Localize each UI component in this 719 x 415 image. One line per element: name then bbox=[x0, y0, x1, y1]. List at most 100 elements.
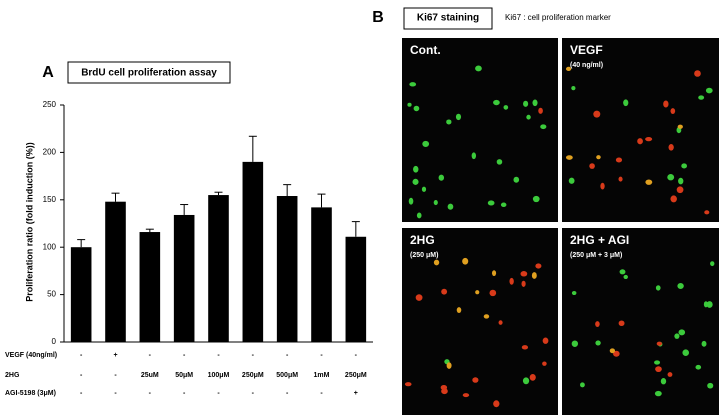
cell bbox=[670, 195, 677, 203]
cell bbox=[416, 212, 422, 219]
cell bbox=[542, 361, 547, 366]
cell bbox=[408, 197, 414, 205]
y-tick-label: 150 bbox=[43, 195, 57, 204]
cell bbox=[637, 138, 643, 145]
micrograph bbox=[562, 38, 719, 222]
treatment-cell: 100μM bbox=[208, 372, 230, 379]
cell bbox=[503, 105, 509, 110]
cell bbox=[595, 340, 601, 346]
cell bbox=[655, 285, 661, 291]
cell bbox=[678, 329, 686, 336]
cell bbox=[678, 177, 684, 185]
cell bbox=[471, 152, 477, 160]
error-bar bbox=[248, 135, 257, 162]
cell bbox=[509, 277, 514, 285]
cell bbox=[623, 274, 628, 280]
bar bbox=[345, 236, 367, 342]
cell bbox=[531, 272, 537, 279]
panel-title: VEGF bbox=[570, 43, 603, 57]
cell bbox=[593, 110, 601, 118]
bar bbox=[276, 196, 298, 342]
cell bbox=[596, 155, 601, 160]
cell bbox=[407, 102, 412, 107]
treatment-cell: 250μM bbox=[345, 372, 367, 379]
cell bbox=[529, 374, 536, 381]
y-tick-label: 250 bbox=[43, 100, 57, 109]
treatment-label: VEGF (40ng/ml) bbox=[5, 352, 57, 359]
cell bbox=[595, 321, 600, 327]
panel-subtitle: (250 μM) bbox=[410, 252, 438, 259]
cell bbox=[433, 199, 438, 206]
cell bbox=[704, 210, 710, 215]
cell bbox=[532, 195, 540, 203]
cell bbox=[493, 99, 500, 106]
treatment-cell: 1mM bbox=[314, 372, 330, 379]
cell bbox=[483, 314, 490, 319]
treatment-cell: - bbox=[320, 390, 323, 397]
cell bbox=[618, 320, 625, 327]
error-bar bbox=[214, 191, 223, 196]
panel-subtitle: (40 ng/ml) bbox=[570, 62, 603, 69]
cell bbox=[677, 282, 684, 290]
cell bbox=[475, 65, 482, 72]
bar bbox=[173, 214, 195, 342]
treatment-cell: - bbox=[217, 352, 220, 359]
y-tick-label: 200 bbox=[43, 148, 57, 157]
cell bbox=[705, 87, 713, 94]
treatment-cell: - bbox=[80, 352, 83, 359]
cell bbox=[404, 382, 412, 387]
error-bar bbox=[317, 193, 326, 208]
cell bbox=[674, 333, 680, 339]
cell bbox=[532, 99, 538, 107]
treatment-cell: - bbox=[355, 352, 358, 359]
treatment-cell: - bbox=[80, 372, 83, 379]
cell bbox=[663, 100, 669, 108]
note: Ki67 : cell proliferation marker bbox=[505, 13, 611, 22]
treatment-cell: - bbox=[183, 390, 186, 397]
cell bbox=[695, 364, 702, 370]
y-axis-label: Proliferation ratio (fold induction (%)) bbox=[24, 142, 34, 302]
cell bbox=[609, 348, 616, 354]
cell bbox=[645, 137, 653, 142]
bar bbox=[242, 161, 264, 342]
cell bbox=[446, 119, 452, 125]
y-tick-label: 0 bbox=[52, 337, 57, 346]
cell bbox=[433, 259, 440, 266]
cell bbox=[462, 257, 469, 265]
cell bbox=[706, 301, 713, 308]
bar bbox=[70, 247, 92, 342]
treatment-cell: + bbox=[113, 352, 117, 359]
treatment-cell: - bbox=[252, 390, 255, 397]
micrograph bbox=[402, 38, 558, 222]
cell bbox=[655, 366, 662, 373]
panel-title: 2HG bbox=[410, 233, 435, 247]
panel-title: Cont. bbox=[410, 43, 441, 57]
cell bbox=[522, 377, 530, 385]
cell bbox=[667, 174, 675, 181]
cell bbox=[580, 382, 585, 388]
treatment-cell: - bbox=[149, 352, 152, 359]
cell bbox=[422, 140, 430, 147]
cell bbox=[493, 400, 500, 408]
treatment-label: AGI-5198 (3μM) bbox=[5, 390, 56, 397]
error-bar bbox=[351, 221, 360, 237]
cell bbox=[409, 82, 417, 87]
treatment-cell: - bbox=[80, 390, 83, 397]
cell bbox=[670, 108, 676, 115]
y-tick-label: 50 bbox=[47, 290, 56, 299]
cell bbox=[682, 349, 690, 357]
cell bbox=[677, 124, 683, 129]
cell bbox=[613, 350, 620, 357]
cell bbox=[500, 202, 507, 208]
cell bbox=[571, 85, 576, 91]
cell bbox=[455, 113, 462, 121]
cell bbox=[540, 124, 547, 130]
treatment-cell: 500μM bbox=[276, 372, 298, 379]
bar bbox=[139, 232, 161, 342]
cell bbox=[698, 95, 705, 100]
cell bbox=[526, 114, 531, 120]
cell bbox=[618, 176, 623, 182]
cell bbox=[681, 163, 687, 169]
cell bbox=[413, 105, 420, 112]
cell bbox=[520, 271, 528, 277]
